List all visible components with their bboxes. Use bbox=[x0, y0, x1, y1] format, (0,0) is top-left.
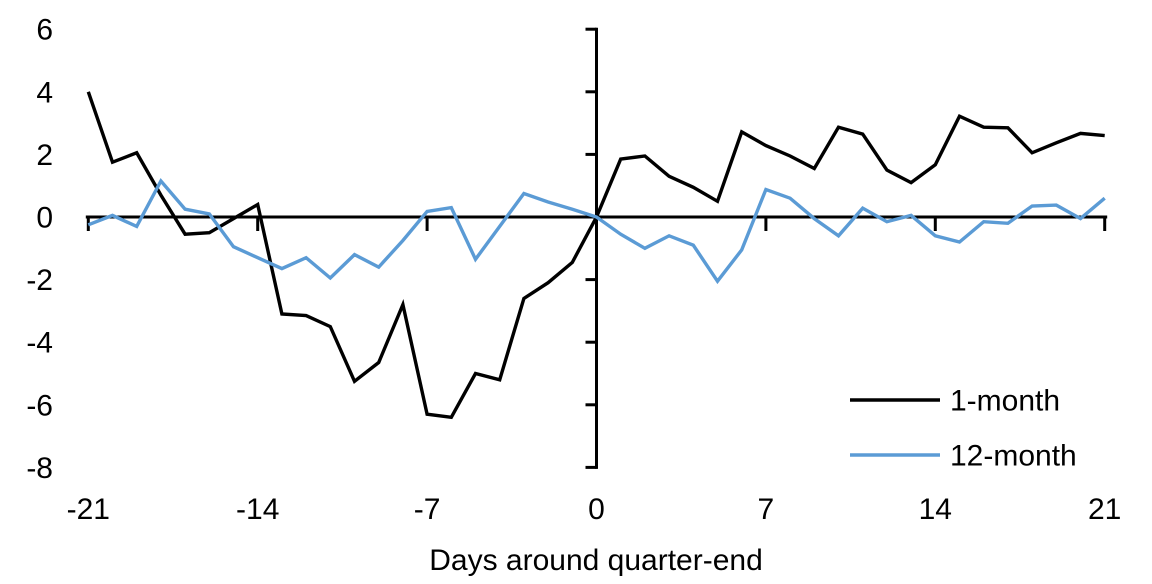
y-tick-label: 0 bbox=[36, 202, 53, 235]
x-tick-label: 14 bbox=[919, 493, 952, 526]
legend-item-1-month: 1-month bbox=[850, 385, 1060, 418]
x-axis-title: Days around quarter-end bbox=[429, 544, 763, 577]
y-tick-label: 2 bbox=[36, 139, 53, 172]
x-tick-label: 7 bbox=[758, 493, 775, 526]
x-tick-label: 21 bbox=[1088, 493, 1121, 526]
x-tick-label: -7 bbox=[414, 493, 441, 526]
legend-label: 12-month bbox=[950, 440, 1077, 473]
y-tick-label: -2 bbox=[26, 264, 53, 297]
y-tick-label: -6 bbox=[26, 389, 53, 422]
y-tick-label: 4 bbox=[36, 76, 53, 109]
x-tick-label: 0 bbox=[588, 493, 605, 526]
legend-label: 1-month bbox=[950, 385, 1060, 418]
legend: 1-month 12-month bbox=[850, 385, 1077, 473]
y-tick-label: 6 bbox=[36, 14, 53, 47]
x-tick-label: -21 bbox=[67, 493, 110, 526]
series-lines bbox=[86, 91, 1106, 420]
y-tick-label: -4 bbox=[26, 327, 53, 360]
series-line-12-month bbox=[87, 178, 1106, 285]
tick-labels: -21 -14 -7 0 7 14 21 6 4 2 0 -2 -4 -6 -8 bbox=[26, 14, 1121, 526]
x-tick-label: -14 bbox=[236, 493, 279, 526]
y-tick-label: -8 bbox=[26, 452, 53, 485]
legend-item-12-month: 12-month bbox=[850, 440, 1077, 473]
